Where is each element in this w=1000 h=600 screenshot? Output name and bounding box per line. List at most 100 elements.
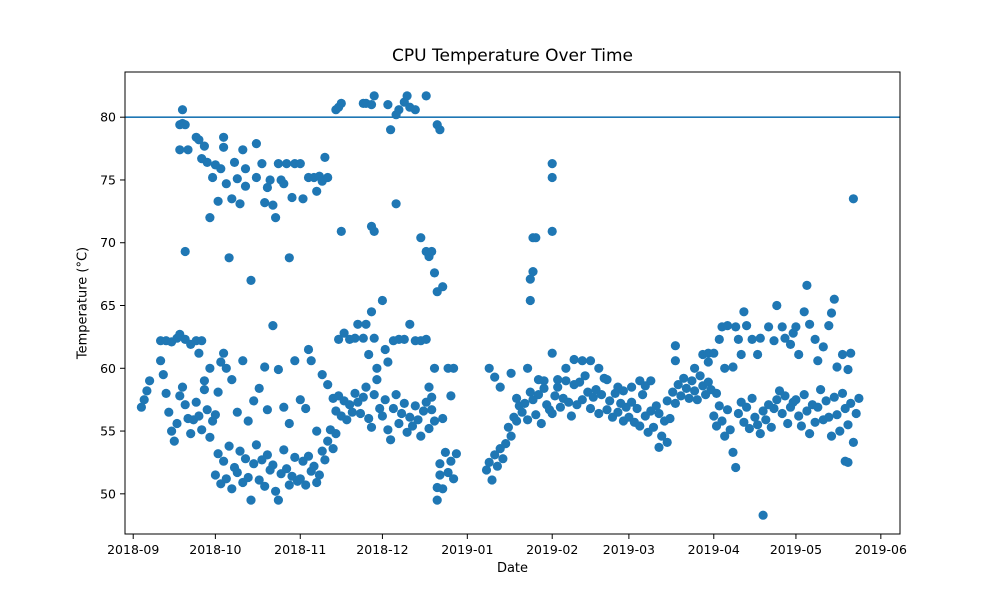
data-point	[219, 348, 229, 358]
data-point	[799, 390, 809, 400]
data-point	[794, 411, 804, 421]
data-point	[569, 354, 579, 365]
data-point	[191, 397, 201, 407]
data-point	[484, 457, 494, 467]
data-point	[585, 356, 596, 366]
data-point	[703, 377, 713, 387]
data-point	[246, 495, 256, 505]
data-point	[501, 439, 511, 449]
data-point	[547, 348, 557, 358]
data-point	[402, 427, 412, 437]
data-point	[238, 356, 248, 366]
data-point	[350, 388, 360, 398]
data-point	[301, 480, 311, 490]
data-point	[826, 431, 837, 441]
data-point	[588, 392, 598, 402]
data-point	[213, 196, 223, 206]
data-point	[837, 388, 848, 398]
data-point	[564, 397, 574, 407]
data-point	[523, 363, 533, 373]
data-point	[670, 398, 681, 408]
x-tick-label: 2018-09	[107, 542, 159, 557]
data-point	[561, 376, 571, 386]
data-point	[383, 100, 393, 110]
data-point	[323, 380, 333, 390]
data-point	[161, 388, 171, 398]
data-point	[175, 145, 185, 155]
data-point	[380, 344, 390, 355]
data-point	[219, 132, 229, 142]
data-point	[791, 322, 801, 332]
data-point	[692, 395, 702, 405]
data-point	[821, 396, 831, 406]
data-point	[731, 462, 741, 473]
data-point	[268, 200, 278, 210]
y-tick-label: 50	[100, 486, 116, 501]
data-point	[268, 460, 278, 470]
data-point	[427, 405, 437, 415]
data-point	[197, 336, 207, 346]
data-point	[298, 194, 308, 204]
data-point	[733, 334, 744, 344]
data-point	[142, 386, 152, 396]
data-point	[290, 356, 300, 366]
data-point	[755, 429, 765, 439]
data-point	[197, 425, 207, 435]
data-point	[810, 334, 820, 344]
data-point	[487, 475, 497, 485]
data-point	[249, 459, 259, 469]
data-point	[210, 410, 220, 420]
data-point	[843, 420, 853, 430]
x-tick-label: 2019-06	[855, 542, 907, 557]
data-point	[224, 441, 234, 451]
data-point	[446, 391, 456, 401]
data-point	[377, 295, 387, 306]
data-point	[383, 425, 393, 435]
data-point	[843, 457, 853, 467]
data-point	[783, 418, 793, 429]
data-point	[525, 387, 535, 397]
data-point	[221, 179, 231, 189]
data-point	[525, 274, 535, 284]
data-point	[232, 407, 242, 417]
data-point	[511, 393, 522, 403]
data-point	[240, 181, 251, 191]
data-point	[194, 411, 204, 421]
data-point	[575, 377, 585, 387]
data-point	[695, 371, 705, 381]
data-point	[498, 454, 508, 464]
data-point	[577, 356, 587, 366]
data-point	[410, 401, 420, 411]
data-point	[260, 362, 270, 372]
data-point	[769, 403, 779, 414]
data-point	[366, 100, 377, 110]
y-tick-label: 65	[100, 298, 116, 313]
data-point	[813, 356, 823, 366]
x-tick-label: 2019-03	[603, 542, 655, 557]
data-point	[506, 431, 516, 441]
data-point	[394, 105, 404, 115]
data-point	[240, 454, 251, 464]
data-point	[531, 233, 541, 243]
data-point	[136, 402, 146, 412]
data-point	[295, 159, 305, 169]
data-point	[194, 135, 204, 145]
y-tick-label: 70	[100, 235, 116, 250]
data-point	[254, 475, 264, 485]
data-point	[405, 319, 415, 329]
data-point	[284, 253, 294, 263]
data-point	[208, 172, 218, 183]
data-point	[539, 383, 549, 393]
data-point	[391, 390, 401, 400]
data-point	[227, 194, 237, 204]
data-point	[580, 371, 590, 381]
x-tick-label: 2018-11	[274, 542, 326, 557]
data-point	[553, 382, 563, 392]
data-point	[421, 334, 431, 344]
data-point	[533, 390, 544, 400]
data-point	[687, 376, 697, 386]
data-point	[646, 376, 656, 386]
data-point	[805, 429, 815, 439]
data-point	[742, 402, 752, 412]
data-point	[262, 182, 272, 193]
